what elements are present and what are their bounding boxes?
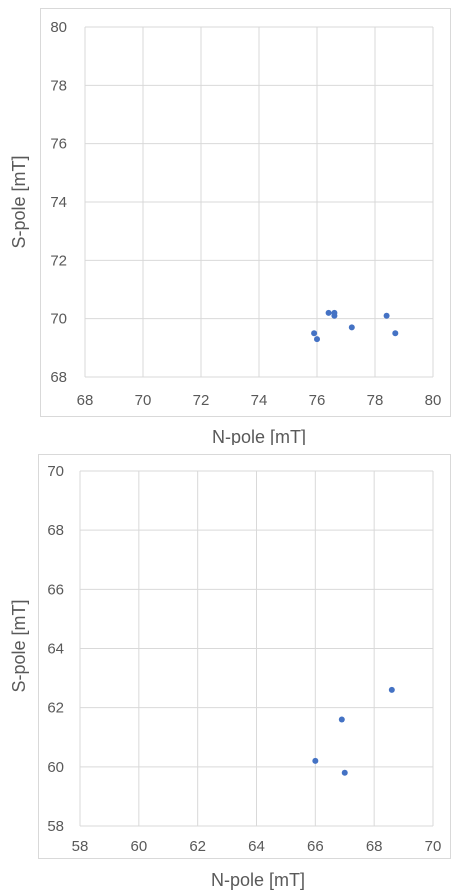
chart-2-y-tick-label: 64 <box>47 641 64 658</box>
chart-1-points <box>311 309 399 343</box>
chart-2-y-tick-label: 70 <box>47 463 64 480</box>
chart-2-y-tick-label: 58 <box>47 818 64 835</box>
chart-2-y-tick-label: 62 <box>47 700 64 717</box>
scatter-chart-1: 68 70 72 74 76 78 80 68 70 72 74 76 78 80 N-pole [mT]… <box>0 0 453 445</box>
chart-1-y-tick-label: 76 <box>50 136 67 153</box>
chart-2-data-point <box>338 716 345 723</box>
chart-2-svg: 58 60 62 64 66 68 70 58 60 62 64 66 68 70 N-pole [mT]… <box>9 454 451 890</box>
chart-1-x-tick-label: 78 <box>367 392 384 409</box>
chart-1-svg: 68 70 72 74 76 78 80 68 70 72 74 76 78 80 N-pole [mT]… <box>9 8 451 445</box>
chart-1-x-tick-label: 68 <box>77 392 94 409</box>
chart-2-x-tick-label: 62 <box>189 838 206 855</box>
chart-1-y-tick-label: 78 <box>50 77 67 94</box>
chart-2-grid <box>79 470 434 827</box>
chart-2-x-tick-label: 64 <box>248 838 265 855</box>
chart-2-points <box>312 686 395 776</box>
chart-1-grid <box>84 26 434 378</box>
chart-1-x-tick-label: 70 <box>135 392 152 409</box>
chart-2-ticks: 58 60 62 64 66 68 70 58 60 62 64 66 68 70 <box>47 463 441 855</box>
chart-1-y-tick-label: 72 <box>50 252 67 269</box>
chart-2-x-axis-title: N-pole [mT] <box>211 870 305 890</box>
chart-2-data-point <box>312 757 319 764</box>
chart-1-data-point <box>331 312 338 319</box>
chart-2-x-tick-label: 68 <box>366 838 383 855</box>
chart-2-data-point <box>341 769 348 776</box>
chart-1-y-axis-title: S-pole [mT] <box>9 155 29 248</box>
chart-2-y-tick-label: 60 <box>47 759 64 776</box>
chart-1-x-tick-label: 76 <box>309 392 326 409</box>
chart-1-ticks: 68 70 72 74 76 78 80 68 70 72 74 76 78 80 <box>50 19 441 409</box>
chart-1-frame <box>40 8 451 417</box>
chart-1-data-point <box>325 309 332 316</box>
chart-2-frame <box>38 454 451 859</box>
chart-1-x-tick-label: 74 <box>251 392 268 409</box>
chart-2-y-tick-label: 66 <box>47 581 64 598</box>
chart-2-y-axis-title: S-pole [mT] <box>9 599 29 692</box>
chart-1-y-tick-label: 68 <box>50 369 67 386</box>
chart-1-x-tick-label: 80 <box>425 392 442 409</box>
chart-1-data-point <box>392 330 399 337</box>
chart-2-x-tick-label: 60 <box>130 838 147 855</box>
chart-1-x-axis-title: N-pole [mT] <box>212 427 306 445</box>
chart-2-x-tick-label: 70 <box>425 838 442 855</box>
chart-1-y-tick-label: 70 <box>50 311 67 328</box>
chart-2-y-tick-label: 68 <box>47 522 64 539</box>
chart-1-data-point <box>311 330 318 337</box>
chart-2-data-point <box>388 686 395 693</box>
chart-1-y-tick-label: 74 <box>50 194 67 211</box>
chart-1-data-point <box>383 312 390 319</box>
chart-1-data-point <box>314 336 320 343</box>
chart-2-x-tick-label: 66 <box>307 838 324 855</box>
chart-1-data-point <box>348 324 355 331</box>
scatter-chart-2: 58 60 62 64 66 68 70 58 60 62 64 66 68 70 N-pole [mT]… <box>0 446 453 891</box>
chart-2-x-tick-label: 58 <box>72 838 89 855</box>
chart-1-x-tick-label: 72 <box>193 392 210 409</box>
chart-1-y-tick-label: 80 <box>50 19 67 36</box>
